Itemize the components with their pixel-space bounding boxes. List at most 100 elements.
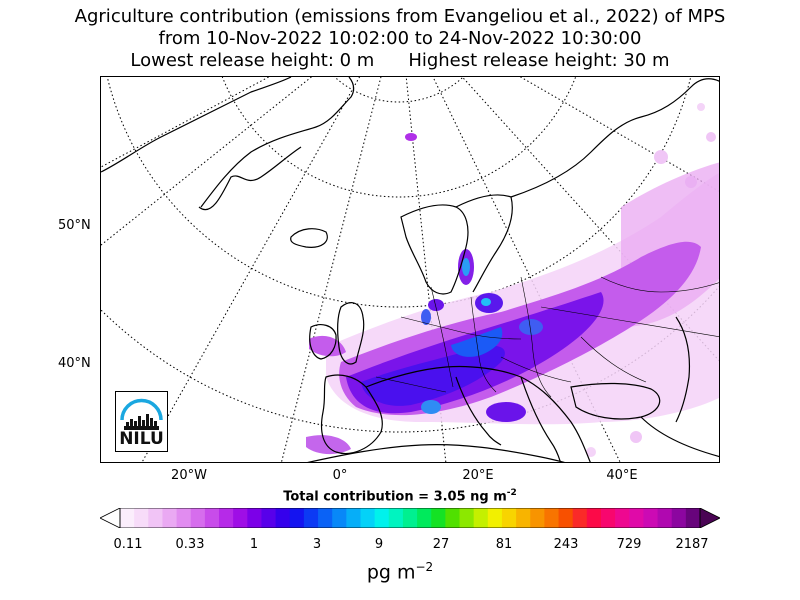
lon-label-20w: 20°W: [171, 468, 207, 483]
colorbar-cell: [120, 508, 135, 528]
nilu-logo-mark: [120, 398, 163, 430]
meridian-line: [405, 77, 447, 462]
map-title: Agriculture contribution (emissions from…: [74, 6, 726, 27]
country-borders: [375, 276, 719, 398]
colorbar-cell: [615, 508, 630, 528]
colorbar-tick: 9: [374, 537, 384, 552]
colorbar-cell: [530, 508, 545, 528]
greenland-coast: [200, 77, 355, 208]
map-canvas: [101, 77, 719, 462]
total-contribution: Total contribution = 3.05 ng m-2: [0, 488, 800, 504]
meridian-line: [101, 77, 313, 246]
graticule: [101, 77, 719, 462]
colorbar-tick: 0.11: [113, 537, 143, 552]
total-contribution-text: Total contribution = 3.05 ng m: [283, 489, 507, 505]
colorbar-tick: 1: [249, 537, 259, 552]
nilu-logo-text: NILU: [119, 429, 164, 449]
colorbar-cell: [431, 508, 446, 528]
greenland-south-coast: [101, 77, 292, 173]
caspian-coast: [675, 316, 691, 423]
lat-label-40n: 40°N: [58, 356, 91, 371]
meridian-line: [141, 77, 361, 462]
colorbar-tick: 729: [616, 537, 642, 552]
colorbar-tick: 0.33: [175, 537, 205, 552]
colorbar-cell: [685, 508, 701, 528]
scandinavia-coast: [400, 204, 469, 295]
ireland-coast: [309, 324, 337, 360]
units-base: pg m: [366, 561, 416, 584]
parallel-line: [334, 77, 464, 103]
map-subtitle-period: from 10-Nov-2022 10:02:00 to 24-Nov-2022…: [158, 28, 642, 49]
iceland-coast: [290, 228, 328, 248]
colorbar-cell: [374, 508, 390, 528]
greenland-west-coast: [198, 146, 302, 211]
black-sea-coast: [570, 382, 661, 420]
meridian-line: [432, 77, 621, 462]
colorbar-cell: [402, 508, 418, 528]
colorbar-cell: [572, 508, 588, 528]
colorbar-cell: [318, 508, 333, 528]
colorbar-cell: [303, 508, 319, 528]
colorbar-tick: 2187: [675, 537, 709, 552]
south-europe-coast: [365, 365, 591, 462]
highest-release-height: Highest release height: 30 m: [408, 50, 670, 71]
colorbar-cell: [473, 508, 489, 528]
colorbar-cell: [148, 508, 163, 528]
colorbar-cell: [233, 508, 248, 528]
coastlines: [101, 77, 719, 462]
colorbar-units: pg m−2: [0, 560, 800, 583]
iberia-coast: [320, 374, 383, 454]
colorbar-tick: 81: [495, 537, 513, 552]
colorbar-cell: [190, 508, 206, 528]
russia-north-coast: [510, 78, 719, 198]
colorbar-cell: [162, 508, 178, 528]
colorbar-cell: [657, 508, 673, 528]
balkan-coast: [520, 376, 562, 462]
colorbar-cell: [360, 508, 376, 528]
lowest-release-height: Lowest release height: 0 m: [130, 50, 375, 71]
colorbar-cell: [346, 508, 361, 528]
colorbar-cell: [275, 508, 291, 528]
release-heights: Lowest release height: 0 m Highest releas…: [0, 50, 800, 72]
north-africa-coast: [307, 444, 566, 462]
meridian-line: [281, 77, 382, 462]
colorbar-cell: [671, 508, 687, 528]
lon-label-40e: 40°E: [606, 468, 638, 483]
colorbar-cell: [332, 508, 347, 528]
colorbar-tick: 3: [312, 537, 322, 552]
colorbar-cell: [629, 508, 644, 528]
colorbar-frame: [119, 508, 701, 528]
great-britain-coast: [337, 302, 365, 365]
colorbar-under-triangle: [100, 508, 121, 528]
colorbar-cell: [501, 508, 517, 528]
colorbar-cell: [261, 508, 277, 528]
finland-coast: [455, 194, 513, 293]
meridian-line: [101, 77, 270, 168]
concentration-field: [306, 103, 719, 457]
colorbar-cell: [176, 508, 192, 528]
colorbar-tick: 27: [432, 537, 450, 552]
colorbar-cell: [388, 508, 404, 528]
colorbar-cell: [134, 508, 149, 528]
colorbar-cell: [289, 508, 305, 528]
colorbar-cell: [204, 508, 220, 528]
total-contribution-exponent: -2: [506, 488, 517, 498]
colorbar-over-triangle: [699, 508, 720, 528]
colorbar-cell: [516, 508, 531, 528]
colorbar-cell: [487, 508, 503, 528]
colorbar: [100, 508, 720, 528]
lat-label-50n: 50°N: [58, 218, 91, 233]
colorbar-cell: [586, 508, 602, 528]
units-exponent: −2: [415, 560, 434, 574]
lon-label-20e: 20°E: [462, 468, 494, 483]
colorbar-tick: 243: [553, 537, 579, 552]
middle-east-coast: [640, 416, 719, 458]
italy-coast: [455, 376, 502, 446]
colorbar-cell: [247, 508, 262, 528]
parallel-line: [221, 77, 577, 198]
colorbar-cell: [544, 508, 560, 528]
colorbar-cell: [600, 508, 616, 528]
meridian-line: [519, 77, 719, 192]
colorbar-cell: [558, 508, 574, 528]
colorbar-cell: [445, 508, 461, 528]
